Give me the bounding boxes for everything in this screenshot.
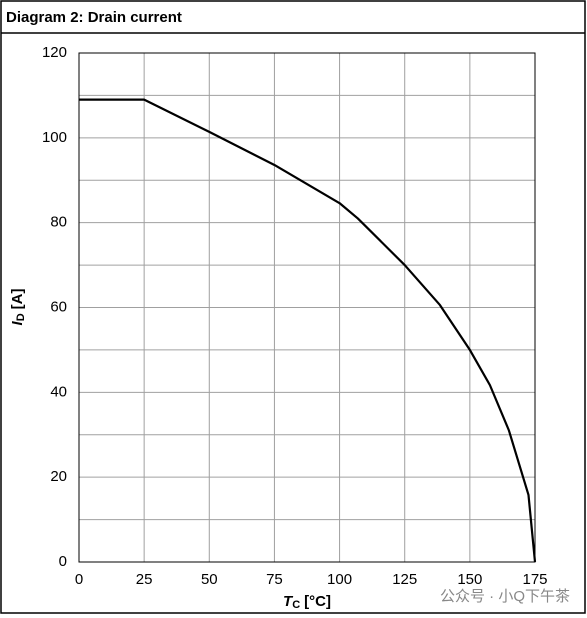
x-label-symbol: T (283, 593, 294, 610)
x-tick-label: 150 (457, 571, 482, 588)
y-label-subscript: D (15, 313, 27, 321)
x-tick-label: 125 (392, 571, 417, 588)
y-tick-label: 0 (59, 553, 67, 570)
x-tick-label: 75 (266, 571, 283, 588)
y-tick-label: 100 (42, 129, 67, 146)
y-tick-label: 80 (50, 214, 67, 231)
x-axis-label: TC [°C] (283, 593, 331, 611)
y-label-symbol: I (9, 320, 26, 325)
plot-border (78, 52, 536, 563)
y-tick-label: 120 (42, 44, 67, 61)
chart-title: Diagram 2: Drain current (6, 9, 182, 26)
y-tick-label: 60 (50, 298, 67, 315)
y-axis-label: ID [A] (9, 289, 27, 326)
x-tick-label: 50 (201, 571, 218, 588)
x-label-unit: [°C] (304, 593, 331, 610)
x-tick-label: 100 (327, 571, 352, 588)
x-tick-label: 25 (136, 571, 153, 588)
x-tick-label: 175 (522, 571, 547, 588)
x-tick-label: 0 (75, 571, 83, 588)
drain-current-curve (79, 98, 537, 563)
x-label-subscript: C (292, 599, 300, 611)
y-tick-label: 40 (50, 383, 67, 400)
y-label-unit: [A] (9, 289, 26, 310)
watermark: 公众号 · 小Q下午茶 (440, 588, 570, 605)
y-tick-label: 20 (50, 468, 67, 485)
